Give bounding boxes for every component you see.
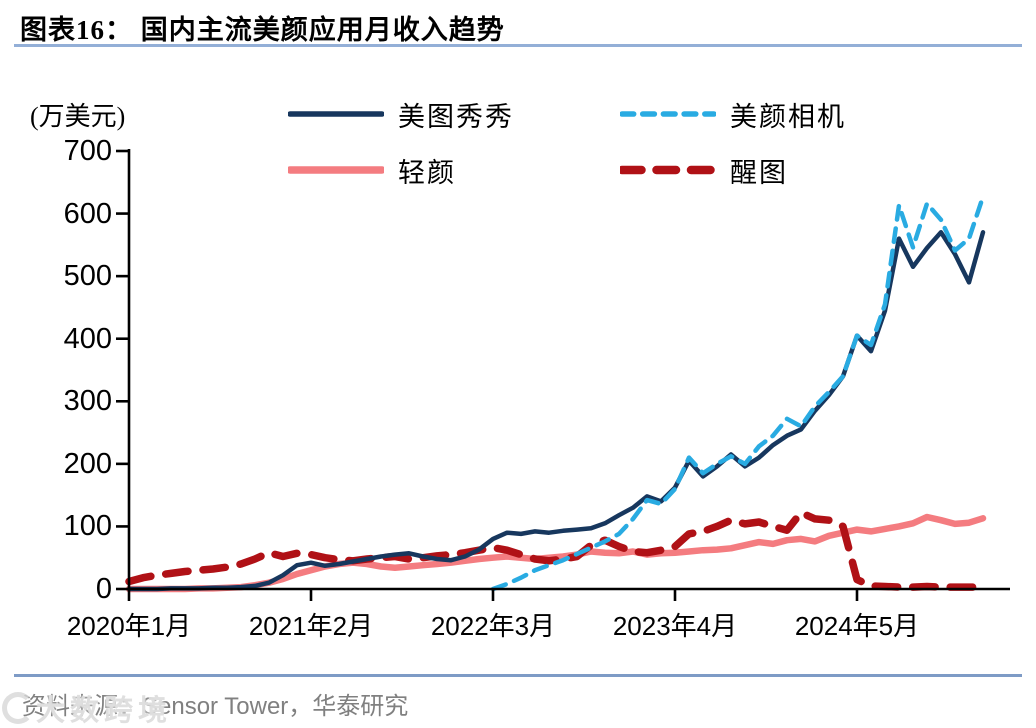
title-rule (14, 44, 1022, 47)
y-tick-label: 600 (63, 197, 112, 230)
x-tick-label: 2023年4月 (612, 611, 738, 641)
legend-item-醒图: 醒图 (620, 154, 846, 188)
x-tick-label: 2024年5月 (794, 611, 920, 641)
series-line-醒图 (125, 508, 987, 591)
legend-item-美图秀秀: 美图秀秀 (288, 98, 620, 132)
y-tick-label: 0 (95, 573, 112, 605)
y-axis-unit-label: (万美元) (30, 102, 126, 131)
legend-item-美颜相机: 美颜相机 (620, 98, 846, 132)
x-tick-label: 2022年3月 (430, 611, 556, 641)
y-tick-label: 300 (63, 385, 112, 418)
series-line-美颜相机 (490, 194, 986, 592)
axis-lines (127, 149, 1010, 591)
series-line-美图秀秀 (126, 230, 986, 592)
y-tick-label: 200 (63, 447, 112, 480)
x-tick-label: 2020年1月 (66, 611, 192, 641)
legend-line-swatch (288, 111, 384, 117)
legend-line-swatch (620, 111, 716, 117)
legend-label: 醒图 (730, 157, 788, 188)
y-tick-label: 400 (63, 322, 112, 355)
y-tick-label: 500 (63, 260, 112, 293)
legend-item-轻颜: 轻颜 (288, 154, 620, 188)
source-text: 资料来源：Sensor Tower，华泰研究 (22, 693, 409, 720)
legend-line-swatch (288, 166, 384, 174)
bottom-rule (14, 674, 1022, 677)
legend-label: 美颜相机 (730, 101, 846, 132)
chart-legend: 美图秀秀 美颜相机轻颜 醒图 (288, 98, 846, 188)
y-tick-label: 100 (63, 510, 112, 543)
y-tick-label: 700 (63, 135, 112, 167)
legend-label: 轻颜 (398, 157, 456, 188)
chart-title: 图表16： 国内主流美颜应用月收入趋势 (20, 15, 505, 45)
x-tick-label: 2021年2月 (248, 611, 374, 641)
legend-line-swatch (620, 165, 716, 175)
legend-label: 美图秀秀 (398, 101, 514, 132)
